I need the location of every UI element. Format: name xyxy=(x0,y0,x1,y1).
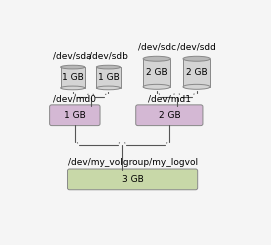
Ellipse shape xyxy=(143,56,170,61)
FancyBboxPatch shape xyxy=(61,67,85,88)
Text: 2 GB: 2 GB xyxy=(146,68,167,77)
Text: 1 GB: 1 GB xyxy=(62,73,84,82)
Text: /dev/sdc: /dev/sdc xyxy=(138,43,176,51)
Text: 2 GB: 2 GB xyxy=(186,68,208,77)
FancyBboxPatch shape xyxy=(67,169,198,190)
Ellipse shape xyxy=(183,84,210,89)
Text: /dev/my_volgroup/my_logvol: /dev/my_volgroup/my_logvol xyxy=(67,159,198,168)
Text: /dev/md1: /dev/md1 xyxy=(148,94,191,103)
Text: 1 GB: 1 GB xyxy=(64,111,86,120)
FancyBboxPatch shape xyxy=(96,67,121,88)
Text: 3 GB: 3 GB xyxy=(122,175,143,184)
Ellipse shape xyxy=(96,86,121,90)
Ellipse shape xyxy=(183,56,210,61)
Ellipse shape xyxy=(143,84,170,89)
FancyBboxPatch shape xyxy=(183,59,210,87)
FancyBboxPatch shape xyxy=(50,105,100,126)
Text: /dev/sdb: /dev/sdb xyxy=(89,51,128,61)
FancyBboxPatch shape xyxy=(143,59,170,87)
Text: /dev/sdd: /dev/sdd xyxy=(177,43,216,51)
Text: 1 GB: 1 GB xyxy=(98,73,119,82)
Ellipse shape xyxy=(61,65,85,69)
Text: /dev/sda: /dev/sda xyxy=(53,51,92,61)
Text: /dev/md0: /dev/md0 xyxy=(53,94,96,103)
Ellipse shape xyxy=(61,86,85,90)
FancyBboxPatch shape xyxy=(136,105,203,126)
Text: 2 GB: 2 GB xyxy=(159,111,180,120)
Ellipse shape xyxy=(96,65,121,69)
